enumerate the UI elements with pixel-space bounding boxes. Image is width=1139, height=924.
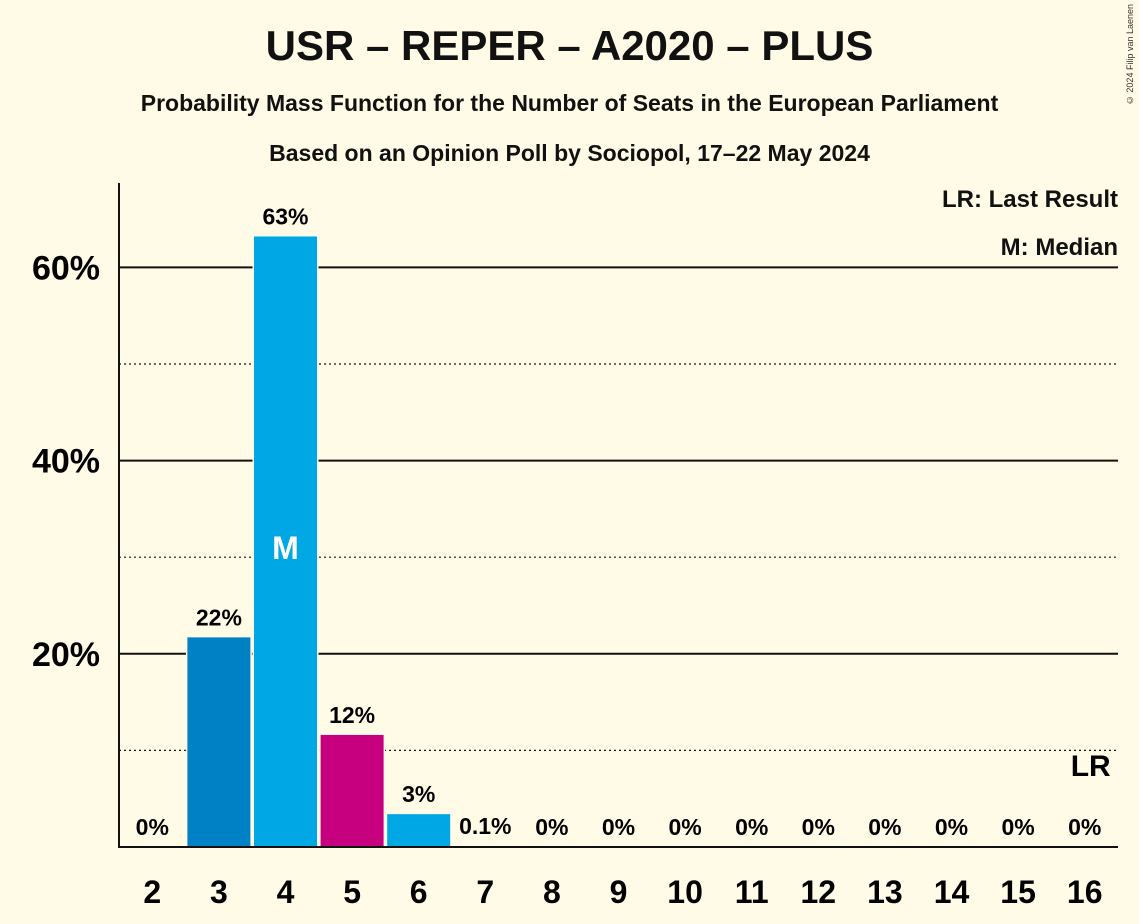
x-tick-label-10: 10: [667, 874, 703, 910]
chart-title: USR – REPER – A2020 – PLUS: [265, 22, 874, 69]
x-tick-label-7: 7: [476, 874, 494, 910]
x-tick-label-6: 6: [410, 874, 428, 910]
y-tick-label: 60%: [32, 249, 100, 287]
value-label-15: 0%: [1001, 814, 1034, 840]
bar-seats-4: [254, 236, 317, 847]
x-tick-label-3: 3: [210, 874, 228, 910]
legend-median: M: Median: [1000, 234, 1118, 261]
value-label-2: 0%: [136, 814, 169, 840]
bar-seats-5: [320, 734, 384, 847]
y-tick-label: 20%: [32, 636, 100, 674]
x-tick-label-13: 13: [867, 874, 903, 910]
value-label-3: 22%: [196, 604, 242, 630]
x-tick-label-11: 11: [735, 874, 769, 910]
value-label-12: 0%: [802, 814, 835, 840]
bar-knockout: [452, 844, 519, 847]
value-label-7: 0.1%: [459, 813, 511, 839]
value-label-14: 0%: [935, 814, 968, 840]
x-tick-label-16: 16: [1067, 874, 1103, 910]
value-label-16: 0%: [1068, 814, 1101, 840]
value-label-5: 12%: [329, 702, 375, 728]
chart-source: Based on an Opinion Poll by Sociopol, 17…: [269, 140, 870, 166]
y-tick-label: 40%: [32, 443, 100, 481]
value-label-8: 0%: [535, 814, 568, 840]
value-label-11: 0%: [735, 814, 768, 840]
x-tick-label-4: 4: [277, 874, 295, 910]
x-tick-label-5: 5: [343, 874, 361, 910]
bar-seats-3: [187, 637, 251, 847]
last-result-marker: LR: [1071, 750, 1111, 783]
value-label-13: 0%: [868, 814, 901, 840]
x-tick-label-14: 14: [934, 874, 970, 910]
value-label-6: 3%: [402, 781, 435, 807]
x-tick-label-8: 8: [543, 874, 561, 910]
value-label-4: 63%: [262, 203, 308, 229]
x-tick-label-2: 2: [143, 874, 161, 910]
value-label-10: 0%: [668, 814, 701, 840]
x-tick-label-9: 9: [610, 874, 628, 910]
value-label-9: 0%: [602, 814, 635, 840]
x-tick-label-12: 12: [801, 874, 837, 910]
legend-last-result: LR: Last Result: [941, 186, 1118, 213]
x-tick-label-15: 15: [1000, 874, 1036, 910]
bar-seats-6: [387, 814, 451, 847]
chart-subtitle: Probability Mass Function for the Number…: [140, 90, 999, 116]
median-marker: M: [272, 530, 299, 566]
